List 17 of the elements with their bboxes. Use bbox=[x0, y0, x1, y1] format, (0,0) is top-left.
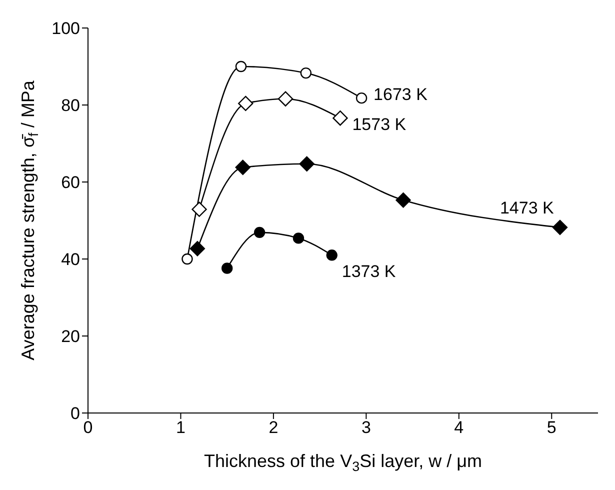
y-tick-label: 0 bbox=[70, 404, 80, 424]
x-tick-label: 2 bbox=[268, 418, 278, 438]
y-tick-label: 100 bbox=[52, 19, 80, 38]
x-tick-label: 5 bbox=[546, 418, 556, 438]
y-tick-label: 20 bbox=[61, 327, 80, 346]
y-tick-label: 80 bbox=[61, 96, 80, 116]
x-axis-title: Thickness of the V$_{3}$Si layer, w / μm bbox=[204, 451, 482, 474]
x-tick-label: 3 bbox=[361, 418, 371, 438]
series-label: 1673 K bbox=[374, 85, 428, 104]
x-tick-label: 1 bbox=[176, 418, 186, 438]
series-label: 1473 K bbox=[500, 198, 555, 218]
series-label: 1373 K bbox=[342, 262, 396, 282]
series-label: 1573 K bbox=[352, 115, 407, 134]
x-tick-label: 0 bbox=[83, 418, 93, 438]
y-tick-label: 60 bbox=[61, 173, 80, 192]
x-tick-label: 4 bbox=[454, 418, 464, 438]
y-tick-label: 40 bbox=[61, 250, 80, 270]
